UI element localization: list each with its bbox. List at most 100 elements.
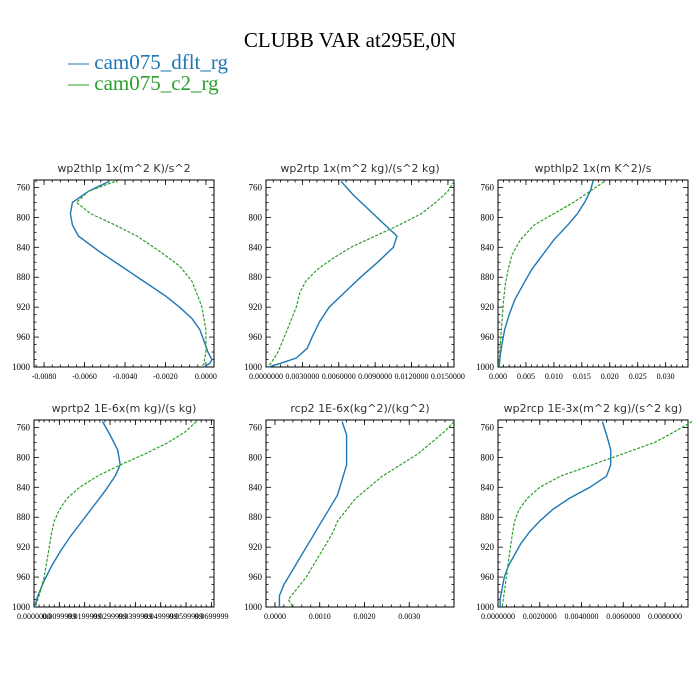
y-tick-label: 840 [481,242,495,252]
x-tick-label: -0.0040 [113,372,138,381]
x-tick-label: -0.0080 [32,372,57,381]
x-tick-label: 0.025 [629,372,647,381]
y-tick-label: 920 [481,302,495,312]
y-tick-label: 760 [17,182,31,192]
chart-panel-4: wprtp2 1E-6x(m kg)/(s kg) 760 800 840 880 920… [12,402,228,621]
y-tick-label: 800 [249,452,263,462]
x-tick-label: 0.0090000 [358,372,392,381]
series-line-dflt [268,181,398,368]
y-tick-label: 960 [481,572,495,582]
y-tick-label: 920 [249,542,263,552]
series-line-c2 [34,421,197,608]
y-tick-label: 920 [249,302,263,312]
chart-panel-1: wp2thlp 1x(m^2 K)/s^2 760 800 840 880 920 960 1… [12,162,217,381]
x-tick-label: 0.0000000 [481,612,515,621]
panel-title: rcp2 1E-6x(kg^2)/(kg^2) [290,402,429,415]
y-tick-label: 1000 [476,362,495,372]
x-tick-label: 0.0000 [195,372,217,381]
plot-frame [497,419,689,608]
series-line-dflt [69,180,213,368]
x-tick-label: 0.0060000 [322,372,356,381]
x-tick-label: 0.0000000 [249,372,283,381]
legend-entry-dflt: — cam075_dflt_rg [68,50,229,74]
y-tick-label: 800 [17,212,31,222]
x-tick-label: 0.0499999 [144,612,178,621]
x-tick-label: 0.0000000 [17,612,51,621]
y-tick-label: 880 [481,512,495,522]
chart-panel-2: wp2rtp 1x(m^2 kg)/(s^2 kg) 760 800 840 880 92… [244,162,465,381]
panel-title: wp2thlp 1x(m^2 K)/s^2 [57,162,190,175]
y-tick-label: 760 [481,422,495,432]
chart-panel-3: wpthlp2 1x(m K^2)/s 760 800 840 880 920 960 100… [476,162,689,381]
x-tick-label: 0.0040000 [565,612,599,621]
panel-title: wp2rtp 1x(m^2 kg)/(s^2 kg) [280,162,439,175]
panel-title: wpthlp2 1x(m K^2)/s [535,162,652,175]
x-tick-label: 0.000 [489,372,507,381]
series-line-c2 [287,421,455,608]
y-tick-label: 800 [249,212,263,222]
y-tick-label: 760 [17,422,31,432]
x-tick-label: 0.0030 [398,612,420,621]
chart-panel-5: rcp2 1E-6x(kg^2)/(kg^2) 760 800 840 880 920 96… [244,402,455,621]
x-tick-label: 0.0150000 [431,372,465,381]
series-line-dflt [278,421,348,607]
y-tick-label: 800 [17,452,31,462]
y-tick-label: 760 [249,182,263,192]
y-tick-label: 1000 [12,362,31,372]
x-tick-label: -0.0020 [153,372,178,381]
y-tick-label: 800 [481,452,495,462]
x-tick-label: 0.0020 [353,612,375,621]
y-tick-label: 880 [17,512,31,522]
panel-title: wp2rcp 1E-3x(m^2 kg)/(s^2 kg) [504,402,683,415]
y-tick-label: 840 [481,482,495,492]
x-tick-label: 0.0699999 [194,612,228,621]
series-line-c2 [266,181,455,368]
plot-frame [265,419,455,608]
y-tick-label: 880 [17,272,31,282]
x-tick-label: 0.030 [657,372,675,381]
y-tick-label: 760 [481,182,495,192]
y-tick-label: 960 [17,572,31,582]
x-tick-label: 0.0120000 [395,372,429,381]
plot-frame [33,179,215,368]
y-tick-label: 880 [481,272,495,282]
series-line-c2 [501,420,693,608]
x-tick-label: 0.0599999 [169,612,203,621]
x-tick-label: -0.0060 [72,372,97,381]
x-tick-label: 0.020 [601,372,619,381]
x-tick-label: 0.0060000 [606,612,640,621]
x-tick-label: 0.0099999 [42,612,76,621]
x-tick-label: 0.0020000 [523,612,557,621]
y-tick-label: 920 [17,302,31,312]
x-tick-label: 0.0299999 [93,612,127,621]
y-tick-label: 1000 [244,602,263,612]
y-tick-label: 920 [481,542,495,552]
legend: — cam075_dflt_rg — cam075_c2_rg [68,52,228,94]
x-tick-label: 0.0000 [264,612,286,621]
y-tick-label: 1000 [244,362,263,372]
legend-entry-c2: — cam075_c2_rg [68,71,219,95]
main-title: CLUBB VAR at295E,0N [243,28,457,52]
series-line-c2 [498,181,605,368]
y-tick-label: 880 [249,512,263,522]
x-tick-label: 0.010 [545,372,563,381]
plot-frame [33,419,215,608]
y-tick-label: 840 [249,482,263,492]
y-tick-label: 960 [481,332,495,342]
series-line-dflt [498,181,594,368]
y-tick-label: 1000 [476,602,495,612]
x-tick-label: 0.015 [573,372,591,381]
y-tick-label: 760 [249,422,263,432]
plot-frame [265,179,455,368]
y-tick-label: 840 [17,482,31,492]
y-tick-label: 920 [17,542,31,552]
y-tick-label: 880 [249,272,263,282]
chart-panel-6: wp2rcp 1E-3x(m^2 kg)/(s^2 kg) 760 800 840 88… [476,402,693,621]
plot-frame [497,179,689,368]
x-tick-label: 0.0399999 [118,612,152,621]
panel-title: wprtp2 1E-6x(m kg)/(s kg) [52,402,197,415]
x-tick-label: 0.005 [517,372,535,381]
x-tick-label: 0.0199999 [68,612,102,621]
series-line-dflt [33,421,121,608]
